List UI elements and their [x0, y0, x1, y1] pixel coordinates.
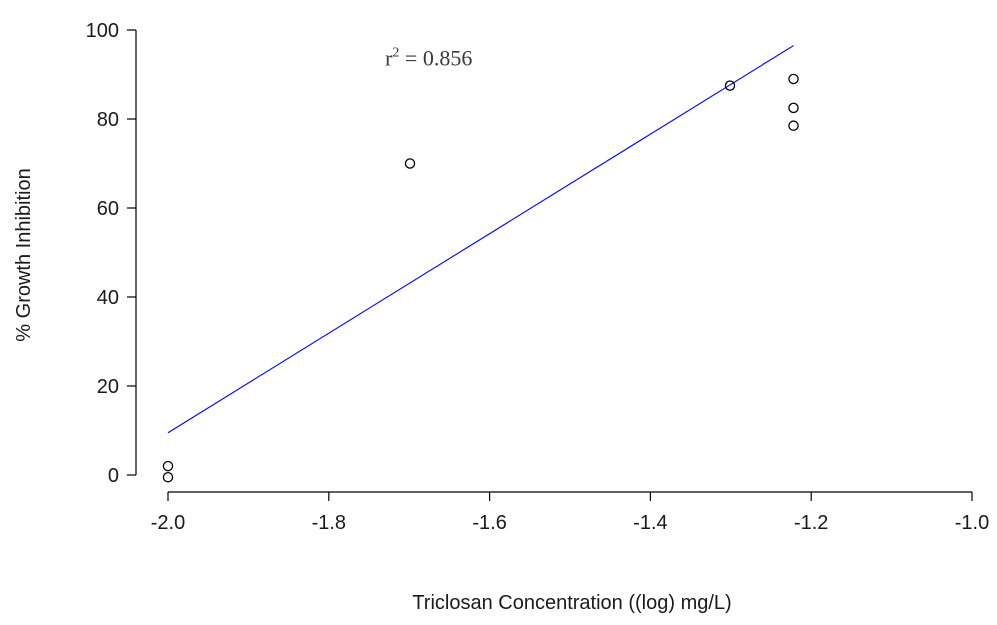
regression-line [167, 45, 794, 434]
r-squared-annotation: r2 = 0.856 [385, 46, 472, 71]
y-tick-label: 100 [86, 20, 119, 42]
data-point [162, 471, 174, 483]
x-tick-label: -2.0 [151, 512, 185, 534]
labels-group: Triclosan Concentration ((log) mg/L) % G… [13, 46, 732, 614]
data-point [788, 73, 799, 85]
y-tick-label: 0 [108, 465, 119, 487]
y-axis-title: % Growth Inhibition [13, 168, 35, 341]
x-tick-label: -1.2 [794, 512, 828, 534]
y-tick-label: 40 [97, 287, 119, 309]
y-tick-label: 80 [97, 109, 119, 131]
x-tick-label: -1.8 [312, 512, 346, 534]
x-axis-title: Triclosan Concentration ((log) mg/L) [412, 592, 731, 614]
data-point [788, 102, 799, 114]
points-group [162, 73, 799, 483]
axes: 0 20 40 60 80 100 -2.0 -1.8 -1.6 -1.4 -1.2 -1.0 [86, 20, 990, 534]
r-squared-superscript: 2 [392, 46, 399, 61]
data-point [404, 158, 416, 169]
data-point [724, 80, 736, 91]
y-tick-label: 60 [97, 198, 119, 220]
r-squared-base: r [385, 46, 393, 71]
x-tick-label: -1.6 [472, 512, 506, 534]
data-point [788, 120, 799, 131]
x-tick-label: -1.4 [633, 512, 667, 534]
r-squared-value: = 0.856 [399, 46, 472, 71]
y-tick-label: 20 [97, 376, 119, 398]
x-tick-label: -1.0 [955, 512, 989, 534]
data-point [162, 460, 174, 472]
fit-line-group [167, 45, 794, 434]
